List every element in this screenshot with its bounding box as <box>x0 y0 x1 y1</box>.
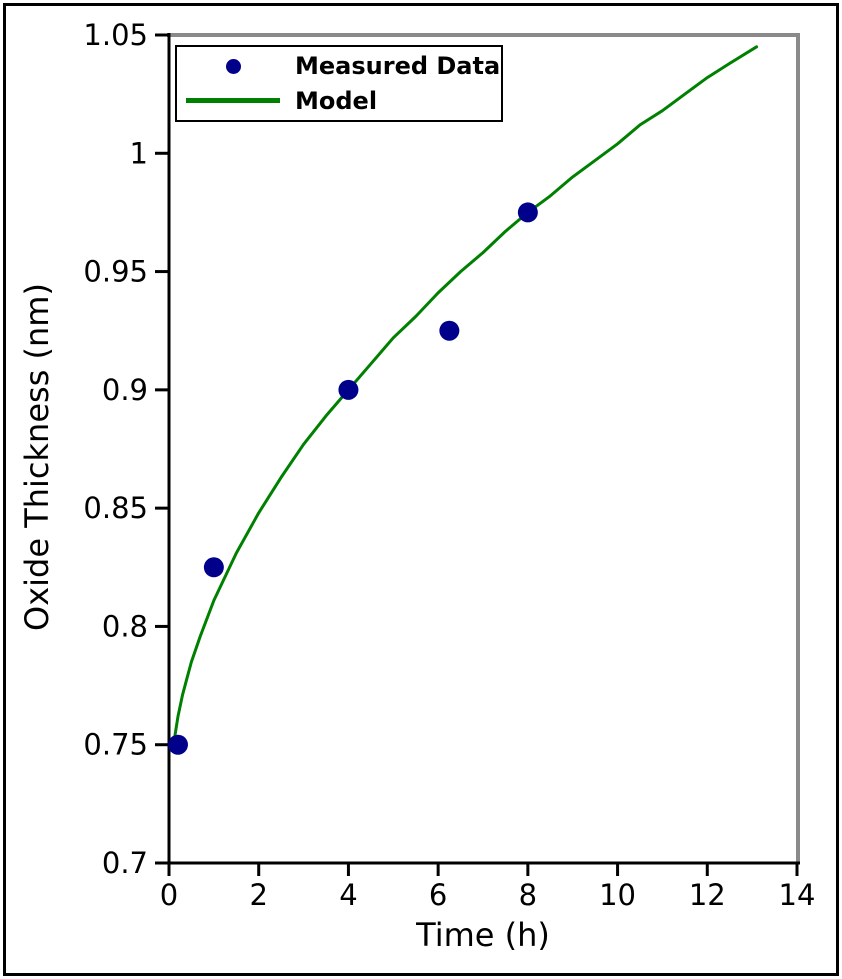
x-axis-title: Time (h) <box>416 916 550 954</box>
x-tick-label: 8 <box>519 878 537 912</box>
x-tick-label: 14 <box>779 878 816 912</box>
model-curve <box>172 45 759 747</box>
x-tick-label: 4 <box>339 878 357 912</box>
legend-entry-model: Model <box>177 85 501 117</box>
x-tick-label: 10 <box>599 878 636 912</box>
y-axis-title: Oxide Thickness (nm) <box>18 283 56 631</box>
data-point <box>167 734 188 755</box>
y-tick-label: 1 <box>130 136 148 170</box>
y-tick-label: 0.95 <box>83 255 148 289</box>
y-tick-label: 0.7 <box>102 846 148 880</box>
measured-data-marker-icon <box>225 58 241 74</box>
y-tick-label: 1.05 <box>83 18 148 52</box>
legend-marker-cell <box>177 98 289 104</box>
x-tick-label: 12 <box>689 878 726 912</box>
data-point <box>517 202 538 223</box>
y-tick-label: 0.85 <box>83 491 148 525</box>
legend-marker-cell <box>177 58 289 74</box>
x-tick-label: 6 <box>429 878 447 912</box>
y-tick-label: 0.9 <box>102 373 148 407</box>
data-point <box>203 557 224 578</box>
legend: Measured Data Model <box>175 45 503 122</box>
legend-entry-measured-data: Measured Data <box>177 50 501 82</box>
data-point <box>338 379 359 400</box>
model-line-marker-icon <box>186 98 280 104</box>
x-tick-label: 2 <box>249 878 267 912</box>
data-point <box>439 320 460 341</box>
y-tick-label: 0.75 <box>83 728 148 762</box>
x-tick-label: 0 <box>160 878 178 912</box>
y-tick-label: 0.8 <box>102 609 148 643</box>
legend-label-model: Model <box>295 86 378 115</box>
legend-label-measured-data: Measured Data <box>295 52 501 81</box>
